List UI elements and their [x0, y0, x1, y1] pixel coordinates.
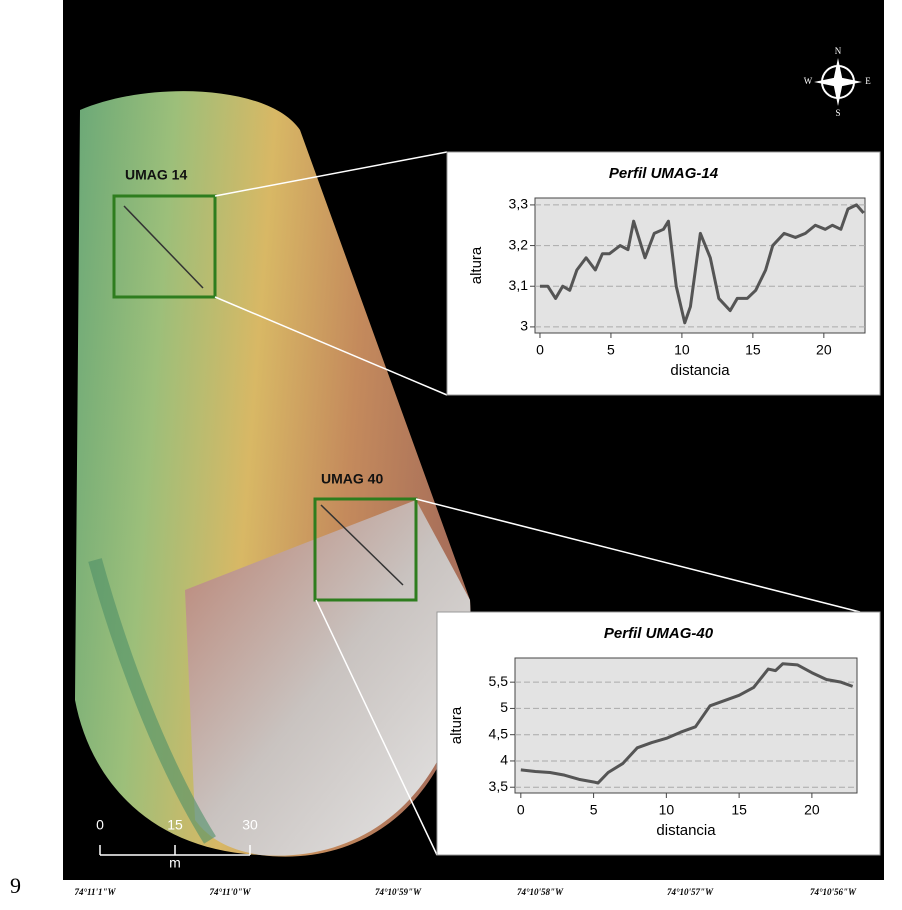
longitude-label: 74°11'0"W: [209, 887, 251, 897]
longitude-label: 74°10'57"W: [667, 887, 714, 897]
area-label: UMAG 40: [321, 471, 383, 487]
compass-label: W: [804, 76, 813, 86]
scale-unit: m: [169, 855, 181, 871]
profile-chart: Perfil UMAG-14 3 3,1 3,2 3,3 0 5 10 15 20 distanci…: [447, 152, 880, 395]
x-tick-label: 5: [590, 802, 598, 818]
y-tick-label: 3,5: [489, 778, 509, 794]
y-tick-label: 5: [500, 699, 508, 715]
scale-label: 30: [242, 817, 258, 833]
compass-label: N: [835, 46, 842, 56]
latitude-label: 11°13'21"N: [890, 10, 899, 50]
y-tick-label: 5,5: [489, 673, 509, 689]
scale-label: 0: [96, 817, 104, 833]
y-axis-label: altura: [448, 706, 465, 744]
compass-label: S: [835, 108, 840, 118]
x-tick-label: 20: [804, 802, 820, 818]
x-axis-label: distancia: [656, 822, 716, 839]
profile-chart: Perfil UMAG-40 3,5 4 4,5 5 5,5 0 5 10 15 20 distanc…: [437, 612, 880, 855]
y-axis-label: altura: [468, 246, 485, 284]
figure: UMAG 14 UMAG 40 N E S W 9 01530m 11°13'2…: [0, 0, 902, 905]
longitude-label: 74°10'59"W: [375, 887, 422, 897]
latitude-label: 11°13'19"N: [890, 298, 899, 338]
x-tick-label: 5: [607, 342, 615, 358]
x-tick-label: 15: [745, 342, 761, 358]
latitude-label: 11°13'17"N: [890, 608, 899, 648]
y-tick-label: 3: [520, 318, 528, 334]
latitude-label: 11°13'16"N: [890, 755, 899, 795]
area-label: UMAG 14: [125, 167, 187, 183]
longitude-label: 74°10'56"W: [810, 887, 857, 897]
x-tick-label: 10: [659, 802, 675, 818]
chart-title: Perfil UMAG-40: [604, 625, 714, 642]
x-tick-label: 20: [816, 342, 832, 358]
compass-label: E: [865, 76, 871, 86]
y-tick-label: 3,1: [509, 277, 529, 293]
y-tick-label: 4,5: [489, 725, 509, 741]
y-tick-label: 3,2: [509, 236, 529, 252]
plot-area: [515, 658, 857, 793]
latitude-label: 11°13'20"N: [890, 142, 899, 182]
chart-title: Perfil UMAG-14: [609, 165, 719, 182]
plot-area: [535, 198, 865, 333]
y-tick-label: 4: [500, 752, 508, 768]
x-axis-label: distancia: [670, 362, 730, 379]
x-tick-label: 15: [731, 802, 747, 818]
x-tick-label: 0: [517, 802, 525, 818]
longitude-label: 74°10'58"W: [517, 887, 564, 897]
x-tick-label: 0: [536, 342, 544, 358]
x-tick-label: 10: [674, 342, 690, 358]
scale-label: 15: [167, 817, 183, 833]
figure-number: 9: [10, 873, 21, 898]
longitude-label: 74°11'1"W: [74, 887, 116, 897]
y-tick-label: 3,3: [509, 196, 529, 212]
latitude-label: 11°13'18"N: [890, 455, 899, 495]
